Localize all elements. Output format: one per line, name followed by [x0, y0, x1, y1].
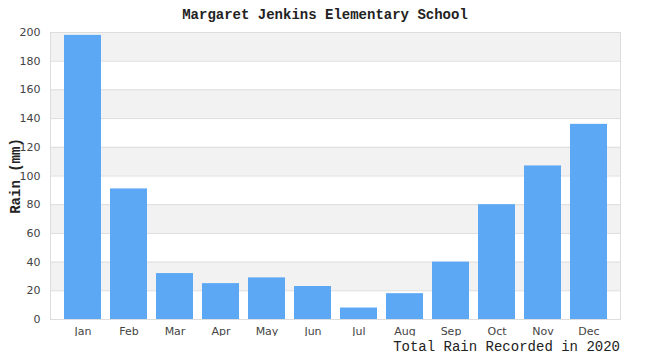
svg-text:Rain (mm): Rain (mm): [8, 138, 24, 214]
svg-text:Oct: Oct: [487, 325, 507, 336]
html-text:Total Rain Recorded in 2020: Total Rain Recorded in 2020: [393, 339, 620, 355]
svg-text:0: 0: [34, 313, 41, 326]
svg-text:Jun: Jun: [303, 325, 321, 336]
svg-text:Apr: Apr: [211, 325, 231, 336]
svg-text:Jul: Jul: [351, 325, 365, 336]
svg-text:May: May: [256, 325, 279, 336]
svg-text:180: 180: [20, 55, 41, 68]
html-text:Margaret Jenkins Elementary Sc: Margaret Jenkins Elementary School: [182, 7, 468, 23]
svg-text:20: 20: [27, 284, 41, 297]
svg-text:40: 40: [27, 256, 41, 269]
svg-text:Aug: Aug: [394, 325, 415, 336]
svg-text:Jan: Jan: [74, 325, 92, 336]
svg-text:Feb: Feb: [119, 325, 138, 336]
svg-text:100: 100: [19, 169, 41, 183]
svg-text:80: 80: [27, 198, 41, 211]
svg-text:160: 160: [20, 83, 41, 96]
svg-text:60: 60: [27, 227, 41, 240]
svg-text:200: 200: [20, 26, 41, 39]
svg-text:120: 120: [19, 140, 41, 154]
svg-text:Dec: Dec: [578, 325, 599, 336]
svg-text:Mar: Mar: [165, 325, 186, 336]
svg-text:Nov: Nov: [532, 325, 554, 336]
svg-text:140: 140: [20, 112, 41, 125]
svg-text:Sep: Sep: [441, 325, 462, 336]
